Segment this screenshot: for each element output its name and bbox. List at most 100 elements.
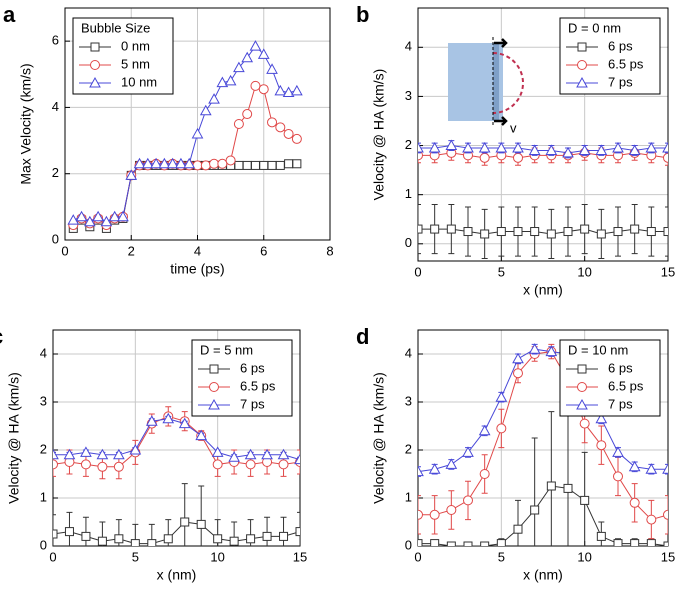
data-point bbox=[67, 214, 80, 225]
data-point bbox=[233, 61, 245, 73]
data-point bbox=[245, 459, 256, 470]
data-point bbox=[250, 160, 260, 170]
data-point bbox=[495, 391, 508, 402]
data-point bbox=[259, 160, 269, 170]
data-point bbox=[192, 160, 203, 171]
legend-label: 6 ps bbox=[240, 360, 265, 375]
data-point bbox=[563, 483, 573, 493]
y-tick-label: 4 bbox=[40, 345, 47, 360]
data-point bbox=[282, 86, 295, 98]
data-point bbox=[579, 418, 590, 429]
data-point bbox=[645, 463, 658, 474]
data-point bbox=[595, 412, 608, 424]
legend-label: 6.5 ps bbox=[240, 378, 276, 393]
x-tick-label: 10 bbox=[210, 549, 224, 564]
data-point bbox=[53, 448, 59, 460]
y-axis-label: Velocity @ HA (km/s) bbox=[371, 69, 387, 201]
data-point bbox=[478, 424, 491, 436]
data-point bbox=[212, 459, 223, 470]
x-tick-label: 6 bbox=[260, 243, 267, 258]
y-tick-label: 3 bbox=[405, 88, 412, 103]
error-bar bbox=[418, 495, 421, 535]
panel-label: b bbox=[356, 2, 369, 27]
y-tick-label: 0 bbox=[40, 537, 47, 552]
x-tick-label: 0 bbox=[414, 264, 421, 279]
data-point bbox=[113, 461, 124, 472]
legend-title: D = 5 nm bbox=[200, 342, 253, 357]
data-point bbox=[258, 84, 269, 95]
error-bar bbox=[418, 142, 421, 154]
x-tick-label: 4 bbox=[194, 243, 201, 258]
data-point bbox=[430, 224, 440, 234]
y-tick-label: 1 bbox=[405, 186, 412, 201]
series-line bbox=[53, 418, 300, 461]
data-point bbox=[496, 539, 506, 546]
data-point bbox=[178, 417, 191, 429]
legend-label: 5 nm bbox=[121, 56, 150, 71]
data-point bbox=[630, 224, 640, 234]
data-point bbox=[629, 497, 640, 508]
data-point bbox=[125, 169, 138, 180]
data-point bbox=[249, 40, 262, 51]
data-point bbox=[430, 539, 440, 546]
y-tick-label: 1 bbox=[405, 489, 412, 504]
data-point bbox=[233, 119, 244, 129]
data-point bbox=[81, 531, 91, 541]
data-point bbox=[217, 158, 228, 169]
data-point bbox=[463, 495, 473, 506]
data-point bbox=[562, 146, 574, 158]
x-tick-label: 5 bbox=[498, 549, 505, 564]
data-point bbox=[294, 453, 300, 465]
data-point bbox=[580, 224, 590, 234]
y-tick-label: 2 bbox=[405, 137, 412, 152]
error-bar bbox=[297, 511, 300, 546]
x-axis-label: x (nm) bbox=[157, 567, 197, 583]
data-point bbox=[646, 227, 656, 237]
legend-marker bbox=[576, 76, 588, 88]
data-point bbox=[283, 128, 294, 139]
data-point bbox=[646, 514, 657, 525]
x-tick-label: 0 bbox=[414, 549, 421, 564]
series-line bbox=[418, 351, 668, 521]
y-tick-label: 4 bbox=[52, 99, 59, 114]
x-tick-label: 0 bbox=[49, 549, 56, 564]
error-bar bbox=[418, 204, 421, 255]
x-tick-label: 0 bbox=[61, 243, 68, 258]
data-point bbox=[229, 536, 239, 546]
data-point bbox=[228, 451, 240, 462]
data-point bbox=[496, 227, 506, 237]
data-point bbox=[75, 210, 88, 222]
y-tick-label: 1 bbox=[40, 489, 47, 504]
data-point bbox=[224, 74, 237, 86]
data-point bbox=[267, 117, 278, 128]
data-point bbox=[291, 84, 303, 96]
data-point bbox=[278, 459, 289, 470]
data-point bbox=[480, 229, 490, 239]
x-tick-label: 5 bbox=[132, 549, 139, 564]
series-layer bbox=[418, 139, 668, 260]
data-point bbox=[662, 463, 668, 474]
data-point bbox=[267, 160, 277, 170]
data-point bbox=[292, 159, 302, 169]
data-point bbox=[175, 157, 187, 169]
data-point bbox=[141, 157, 154, 169]
series-line bbox=[418, 152, 668, 159]
data-point bbox=[580, 495, 590, 505]
data-point bbox=[80, 459, 91, 470]
data-point bbox=[262, 531, 272, 541]
legend-title: D = 10 nm bbox=[568, 342, 628, 357]
data-point bbox=[596, 440, 607, 451]
data-point bbox=[418, 465, 424, 477]
data-point bbox=[277, 448, 290, 460]
data-point bbox=[513, 524, 523, 534]
y-tick-label: 3 bbox=[405, 393, 412, 408]
error-bar bbox=[665, 463, 668, 475]
y-axis-label: Max Velocity (km/s) bbox=[18, 63, 34, 184]
legend-label: 6.5 ps bbox=[608, 378, 644, 393]
data-point bbox=[80, 446, 92, 457]
x-tick-label: 5 bbox=[498, 264, 505, 279]
y-tick-label: 4 bbox=[405, 39, 412, 54]
panel-label: c bbox=[0, 324, 3, 349]
data-point bbox=[208, 93, 220, 104]
data-point bbox=[163, 534, 173, 544]
